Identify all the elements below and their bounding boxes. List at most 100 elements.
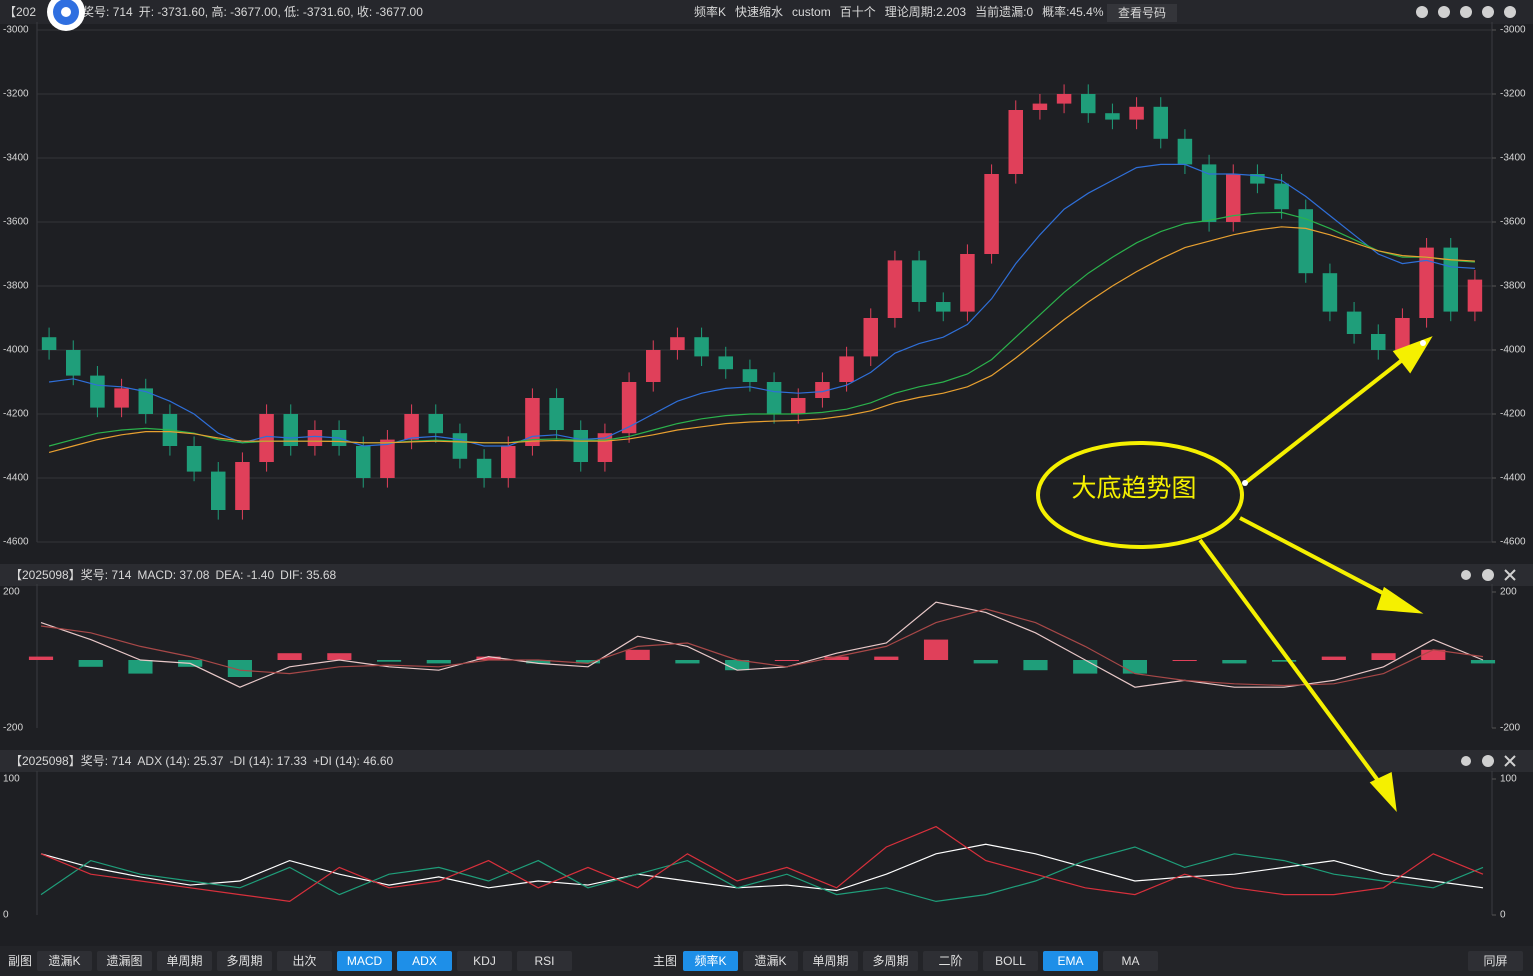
histogram-bar <box>1073 660 1098 674</box>
y-tick-label-right: -3800 <box>1500 281 1526 292</box>
toolbar-button[interactable]: RSI <box>517 951 572 971</box>
y-tick-label: -3600 <box>3 217 29 228</box>
candle-body <box>476 458 492 478</box>
toolbar-button[interactable]: 频率K <box>683 951 738 971</box>
candle-body <box>114 388 129 408</box>
candle-body <box>1371 334 1386 350</box>
candle-body <box>307 430 323 446</box>
candle-body <box>211 471 226 510</box>
candle-body <box>936 302 951 312</box>
y-tick-label: -4000 <box>3 345 29 356</box>
candle-body <box>428 414 443 434</box>
candle-body <box>1177 138 1193 165</box>
toolbar-button[interactable]: KDJ <box>457 951 512 971</box>
histogram-bar <box>973 660 998 664</box>
header-text: ADX (14): 25.37 <box>137 754 223 768</box>
candle-body <box>1201 164 1217 222</box>
series-line <box>40 846 1484 903</box>
candle-body <box>186 446 202 472</box>
header-text: DEA: -1.40 <box>215 568 274 582</box>
candle-body <box>1105 113 1120 120</box>
view-button-bg[interactable] <box>1107 4 1177 22</box>
toolbar-label: 主图 <box>653 954 678 968</box>
candle-body <box>1081 94 1096 114</box>
candle-body <box>452 433 468 459</box>
histogram-bar <box>1272 660 1297 662</box>
header-text: 开: -3731.60, 高: -3677.00, 低: -3731.60, 收… <box>139 4 423 19</box>
toolbar-button[interactable]: ADX <box>397 951 452 971</box>
histogram-bar <box>277 653 302 660</box>
histogram-bar <box>1172 660 1197 661</box>
header-info: 理论周期:2.203 <box>885 5 967 19</box>
candle-body <box>380 439 395 478</box>
histogram-bar <box>78 660 103 667</box>
candle-body <box>356 446 371 478</box>
toolbar-label: 副图 <box>8 954 33 968</box>
candle-body <box>1056 94 1072 104</box>
window-icons <box>1416 6 1516 767</box>
candle-body <box>984 174 999 254</box>
toolbar-button[interactable]: BOLL <box>983 951 1038 971</box>
header-info: 快速缩水 <box>735 4 783 19</box>
histogram-bar <box>1222 660 1247 664</box>
candle-body <box>1322 273 1338 312</box>
candle-body <box>621 382 637 434</box>
y-tick-label-right: -3000 <box>1500 25 1526 36</box>
y-tick-label: -3400 <box>3 153 29 164</box>
histogram-bar <box>1371 653 1396 660</box>
toolbar-button[interactable]: 遗漏K <box>37 951 92 971</box>
toolbar-button[interactable]: 出次 <box>277 951 332 971</box>
candle-body <box>1274 183 1289 210</box>
candle-body <box>887 260 903 318</box>
candle-body <box>1467 279 1483 312</box>
series-line <box>49 163 1475 447</box>
macd-header-bar <box>0 564 1533 586</box>
y-tick-label-right: -3200 <box>1500 89 1526 100</box>
candle-body <box>549 398 564 430</box>
histogram-bar <box>376 660 402 662</box>
candle-body <box>694 337 709 357</box>
toolbar-button[interactable]: 遗漏K <box>743 951 798 971</box>
candle-body <box>1129 106 1144 120</box>
candle-body <box>839 356 854 382</box>
candle-body <box>670 337 685 350</box>
histogram-bar <box>575 660 601 664</box>
toolbar-button[interactable]: 二阶 <box>923 951 978 971</box>
toolbar-button[interactable]: MA <box>1103 951 1158 971</box>
histogram-bar <box>227 660 252 677</box>
toolbar-button[interactable]: MACD <box>337 951 392 971</box>
toolbar-button[interactable]: 单周期 <box>157 951 212 971</box>
candle-body <box>573 430 588 462</box>
candle-body <box>960 254 975 312</box>
histogram-bar <box>476 656 501 660</box>
toolbar-button[interactable]: EMA <box>1043 951 1098 971</box>
toolbar-button[interactable]: 多周期 <box>863 951 918 971</box>
candle-body <box>1226 174 1241 222</box>
y-tick-label: 100 <box>3 774 20 785</box>
toolbar-button[interactable]: 单周期 <box>803 951 858 971</box>
view-button[interactable]: 查看号码 <box>1118 6 1166 20</box>
histogram-bar <box>1421 649 1446 660</box>
header-info: 当前遗漏:0 <box>975 4 1033 19</box>
candle-body <box>90 375 105 408</box>
histogram-bar <box>1321 656 1346 660</box>
toolbar-button[interactable]: 遗漏图 <box>97 951 152 971</box>
histogram-bar <box>1122 660 1148 674</box>
header-info: 百十个 <box>840 5 876 19</box>
candle-body <box>138 388 153 414</box>
candle-body <box>501 446 516 478</box>
y-tick-label: 0 <box>3 910 9 921</box>
candle-body <box>1153 106 1168 139</box>
y-tick-label: -3800 <box>3 281 29 292</box>
candle-body <box>1346 311 1362 334</box>
y-tick-label: -4400 <box>3 473 29 484</box>
header-text: 奖号: 714 <box>82 5 133 19</box>
header-info: custom <box>792 5 831 19</box>
toolbar-button[interactable]: 多周期 <box>217 951 272 971</box>
candle-body <box>1250 174 1265 184</box>
toolbar-button[interactable]: 同屏 <box>1468 951 1523 971</box>
candle-body <box>235 462 250 510</box>
y-tick-label: -3200 <box>3 89 29 100</box>
candle-body <box>1443 247 1458 312</box>
chart: 【202 奖号: 714 开: -3731.60, 高: -3677.00, 低: … <box>0 0 1533 921</box>
